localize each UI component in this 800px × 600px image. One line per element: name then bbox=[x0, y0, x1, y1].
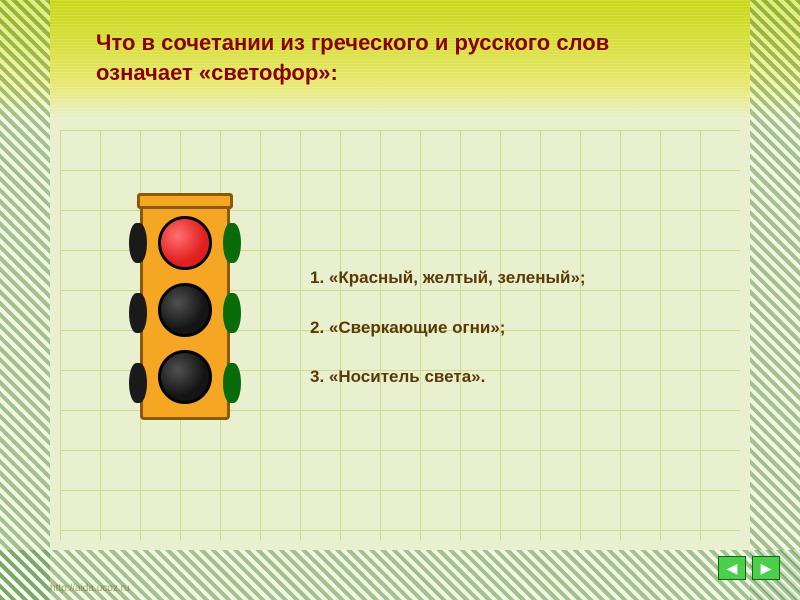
light-yellow-off bbox=[158, 283, 212, 337]
traffic-light-body bbox=[140, 200, 230, 420]
answer-option-1[interactable]: 1. «Красный, желтый, зеленый»; bbox=[310, 265, 740, 291]
traffic-light-brim bbox=[137, 193, 233, 209]
cowl-right-3 bbox=[223, 363, 241, 403]
answer-option-3[interactable]: 3. «Носитель света». bbox=[310, 364, 740, 390]
slide: Что в сочетании из греческого и русского… bbox=[0, 0, 800, 600]
question-title: Что в сочетании из греческого и русского… bbox=[96, 28, 680, 87]
answer-option-2[interactable]: 2. «Сверкающие огни»; bbox=[310, 315, 740, 341]
nav-buttons: ◀ ▶ bbox=[718, 556, 780, 580]
prev-button[interactable]: ◀ bbox=[718, 556, 746, 580]
light-red bbox=[158, 216, 212, 270]
footer-url: http://aida.ucoz.ru bbox=[50, 583, 130, 594]
triangle-right-icon: ▶ bbox=[761, 560, 772, 577]
answer-list: 1. «Красный, желтый, зеленый»; 2. «Сверк… bbox=[310, 265, 740, 414]
triangle-left-icon: ◀ bbox=[727, 560, 738, 577]
cowl-left-2 bbox=[129, 293, 147, 333]
traffic-light-icon bbox=[140, 200, 230, 420]
cowl-right-2 bbox=[223, 293, 241, 333]
next-button[interactable]: ▶ bbox=[752, 556, 780, 580]
light-green-off bbox=[158, 350, 212, 404]
cowl-left-3 bbox=[129, 363, 147, 403]
cowl-left-1 bbox=[129, 223, 147, 263]
cowl-right-1 bbox=[223, 223, 241, 263]
